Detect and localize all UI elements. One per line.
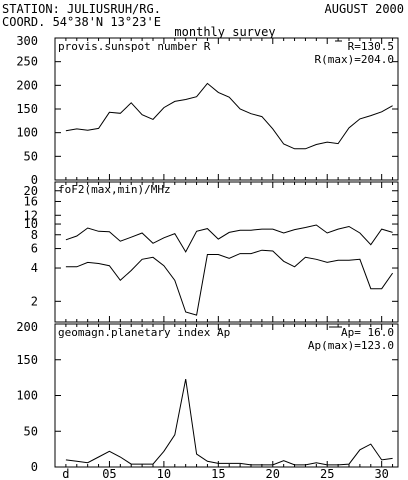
fof2-ytick-label: 6 — [31, 242, 38, 256]
sunspot-ytick-label: 50 — [24, 149, 38, 163]
ap-max: Ap(max)=123.0 — [308, 339, 394, 352]
ap-ytick-label: 50 — [24, 424, 38, 438]
fof2-ytick-label: 2 — [31, 294, 38, 308]
fof2-ytick-label: 16 — [24, 194, 38, 208]
fof2-ytick-label: 8 — [31, 228, 38, 242]
sunspot-ytick-label: 200 — [16, 78, 38, 92]
sunspot-title: provis.sunspot number R — [58, 40, 211, 53]
ap-ytick-label: 0 — [31, 460, 38, 474]
sunspot-ytick-label: 100 — [16, 126, 38, 140]
sunspot-panel: provis.sunspot number R R=130.5 R(max)=2… — [54, 37, 399, 181]
ap-mean: Ap= 16.0 — [341, 326, 394, 339]
fof2-series-line-1 — [65, 224, 393, 253]
ap-xtick-label: 20 — [266, 467, 280, 480]
sunspot-ytick-label: 250 — [16, 55, 38, 69]
ap-ytick-label: 100 — [16, 389, 38, 403]
ap-panel: geomagn.planetary index Ap Ap= 16.0 Ap(m… — [54, 323, 399, 468]
ap-series-line-1 — [65, 379, 393, 466]
sunspot-ytick-label: 0 — [31, 173, 38, 187]
ap-title: geomagn.planetary index Ap — [58, 326, 230, 339]
survey-label: monthly survey — [174, 25, 275, 39]
ap-xtick-label: d — [62, 467, 69, 480]
coord-label: COORD. 54°38'N 13°23'E — [2, 15, 161, 29]
ap-xtick-label: 15 — [211, 467, 225, 480]
sunspot-ytick-label: 150 — [16, 102, 38, 116]
sunspot-series-line-1 — [65, 82, 393, 150]
fof2-ytick-label: 10 — [24, 217, 38, 231]
sunspot-max: R(max)=204.0 — [315, 53, 394, 66]
fof2-ytick-label: 20 — [24, 184, 38, 198]
ap-xtick-label: 10 — [157, 467, 171, 480]
ap-xtick-label: 05 — [102, 467, 116, 480]
sunspot-ytick-label: 300 — [16, 34, 38, 48]
fof2-ytick-label: 12 — [24, 208, 38, 222]
fof2-series-line-2 — [65, 249, 394, 316]
station-label: STATION: JULIUSRUH/RG. — [2, 2, 161, 16]
sunspot-mean: R=130.5 — [348, 40, 394, 53]
fof2-title: foF2(max,min)/MHz — [58, 183, 171, 196]
ap-xtick-label: 30 — [374, 467, 388, 480]
fof2-frame — [54, 181, 399, 323]
ap-ytick-label: 200 — [16, 320, 38, 334]
ap-ytick-label: 150 — [16, 353, 38, 367]
ap-xtick-label: 25 — [320, 467, 334, 480]
date-label: AUGUST 2000 — [325, 2, 404, 16]
fof2-panel: foF2(max,min)/MHz — [54, 181, 399, 323]
fof2-ytick-label: 4 — [31, 261, 38, 275]
